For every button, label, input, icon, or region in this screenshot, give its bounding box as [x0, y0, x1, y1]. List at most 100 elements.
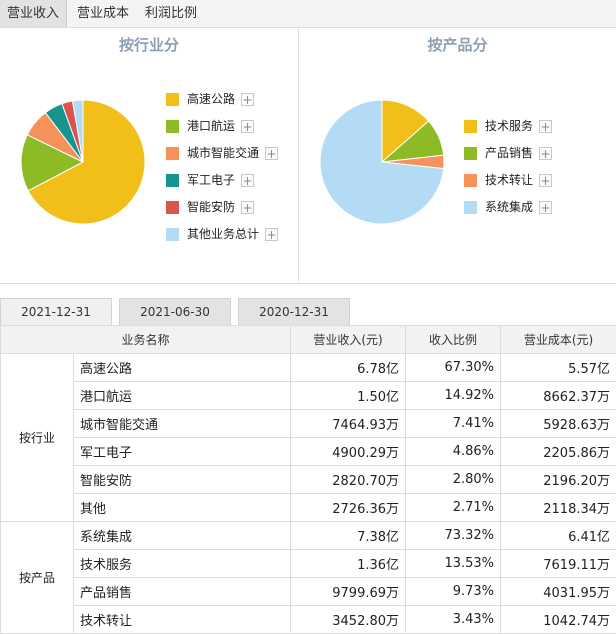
expand-plus-icon[interactable]: +: [241, 174, 254, 187]
row-cost: 7619.11万: [501, 550, 616, 578]
row-cost: 1042.74万: [501, 606, 616, 634]
table-row: 按行业 高速公路 6.78亿 67.30% 5.57亿: [1, 354, 616, 382]
legend-swatch: [166, 174, 179, 187]
table-row: 智能安防 2820.70万 2.80% 2196.20万: [1, 466, 616, 494]
row-revenue: 1.36亿: [291, 550, 406, 578]
date-tab-2020-12-31[interactable]: 2020-12-31: [238, 298, 350, 325]
row-revenue: 6.78亿: [291, 354, 406, 382]
row-revenue: 4900.29万: [291, 438, 406, 466]
row-name: 技术转让: [74, 606, 291, 634]
table-row: 军工电子 4900.29万 4.86% 2205.86万: [1, 438, 616, 466]
industry-chart-title: 按行业分: [0, 34, 298, 55]
row-ratio: 3.43%: [406, 606, 501, 634]
row-name: 产品销售: [74, 578, 291, 606]
row-cost: 5928.63万: [501, 410, 616, 438]
row-ratio: 73.32%: [406, 522, 501, 550]
expand-plus-icon[interactable]: +: [241, 120, 254, 133]
revenue-breakdown-table: 业务名称 营业收入(元) 收入比例 营业成本(元) 按行业 高速公路 6.78亿…: [0, 325, 616, 634]
row-name: 其他: [74, 494, 291, 522]
row-name: 城市智能交通: [74, 410, 291, 438]
expand-plus-icon[interactable]: +: [539, 201, 552, 214]
legend-swatch: [166, 228, 179, 241]
legend-label: 技术服务: [485, 119, 533, 133]
top-tab-bar: 营业收入 营业成本 利润比例: [0, 0, 616, 28]
table-header-row: 业务名称 营业收入(元) 收入比例 营业成本(元): [1, 326, 616, 354]
table-row: 技术服务 1.36亿 13.53% 7619.11万: [1, 550, 616, 578]
date-tab-2021-06-30[interactable]: 2021-06-30: [119, 298, 231, 325]
industry-pie-chart: [20, 100, 148, 224]
legend-item-port-shipping: 港口航运 +: [166, 118, 254, 134]
row-ratio: 2.71%: [406, 494, 501, 522]
legend-label: 港口航运: [187, 119, 235, 133]
row-name: 高速公路: [74, 354, 291, 382]
row-ratio: 7.41%: [406, 410, 501, 438]
expand-plus-icon[interactable]: +: [539, 174, 552, 187]
legend-item-system-integration: 系统集成 +: [464, 199, 552, 215]
row-name: 智能安防: [74, 466, 291, 494]
row-cost: 2118.34万: [501, 494, 616, 522]
row-revenue: 2726.36万: [291, 494, 406, 522]
row-name: 技术服务: [74, 550, 291, 578]
row-name: 军工电子: [74, 438, 291, 466]
legend-swatch: [166, 93, 179, 106]
row-ratio: 13.53%: [406, 550, 501, 578]
legend-item-tech-service: 技术服务 +: [464, 118, 552, 134]
legend-item-other-total: 其他业务总计 +: [166, 226, 278, 242]
legend-item-smart-traffic: 城市智能交通 +: [166, 145, 278, 161]
row-name: 系统集成: [74, 522, 291, 550]
legend-swatch: [464, 201, 477, 214]
header-revenue: 营业收入(元): [291, 326, 406, 354]
header-business-name: 业务名称: [1, 326, 291, 354]
group-label-product: 按产品: [1, 522, 74, 634]
product-chart-panel: 按产品分 技术服务+ 产品销售+ 技术转让+ 系统集成+: [299, 28, 616, 282]
legend-swatch: [464, 120, 477, 133]
row-cost: 2196.20万: [501, 466, 616, 494]
legend-label: 技术转让: [485, 173, 533, 187]
legend-item-tech-transfer: 技术转让 +: [464, 172, 552, 188]
legend-item-highway: 高速公路 +: [166, 91, 254, 107]
legend-swatch: [464, 147, 477, 160]
industry-chart-panel: 按行业分 高速公路 + 港口航运 + 城市智能交通 + 军工电子 + 智能安防 + 其他业…: [0, 28, 299, 282]
legend-item-smart-security: 智能安防 +: [166, 199, 254, 215]
expand-plus-icon[interactable]: +: [241, 201, 254, 214]
expand-plus-icon[interactable]: +: [265, 228, 278, 241]
expand-plus-icon[interactable]: +: [539, 147, 552, 160]
row-revenue: 2820.70万: [291, 466, 406, 494]
tab-revenue[interactable]: 营业收入: [0, 0, 67, 27]
panel-divider: [0, 283, 616, 284]
expand-plus-icon[interactable]: +: [241, 93, 254, 106]
legend-item-product-sales: 产品销售 +: [464, 145, 552, 161]
table-row: 其他 2726.36万 2.71% 2118.34万: [1, 494, 616, 522]
table-row: 技术转让 3452.80万 3.43% 1042.74万: [1, 606, 616, 634]
table-row: 产品销售 9799.69万 9.73% 4031.95万: [1, 578, 616, 606]
legend-label: 系统集成: [485, 200, 533, 214]
table-row: 按产品 系统集成 7.38亿 73.32% 6.41亿: [1, 522, 616, 550]
row-revenue: 1.50亿: [291, 382, 406, 410]
legend-label: 其他业务总计: [187, 227, 259, 241]
header-cost: 营业成本(元): [501, 326, 616, 354]
legend-label: 智能安防: [187, 200, 235, 214]
row-revenue: 9799.69万: [291, 578, 406, 606]
legend-swatch: [166, 120, 179, 133]
legend-item-military-electronics: 军工电子 +: [166, 172, 254, 188]
legend-label: 城市智能交通: [187, 146, 259, 160]
tab-cost[interactable]: 营业成本: [77, 0, 129, 27]
group-label-industry: 按行业: [1, 354, 74, 522]
legend-label: 军工电子: [187, 173, 235, 187]
expand-plus-icon[interactable]: +: [539, 120, 552, 133]
row-ratio: 2.80%: [406, 466, 501, 494]
legend-label: 产品销售: [485, 146, 533, 160]
date-tab-2021-12-31[interactable]: 2021-12-31: [0, 298, 112, 325]
row-cost: 5.57亿: [501, 354, 616, 382]
row-cost: 4031.95万: [501, 578, 616, 606]
row-cost: 6.41亿: [501, 522, 616, 550]
row-ratio: 9.73%: [406, 578, 501, 606]
row-name: 港口航运: [74, 382, 291, 410]
legend-label: 高速公路: [187, 92, 235, 106]
table-row: 城市智能交通 7464.93万 7.41% 5928.63万: [1, 410, 616, 438]
expand-plus-icon[interactable]: +: [265, 147, 278, 160]
legend-swatch: [166, 147, 179, 160]
tab-profit-ratio[interactable]: 利润比例: [145, 0, 197, 27]
row-revenue: 7464.93万: [291, 410, 406, 438]
row-revenue: 3452.80万: [291, 606, 406, 634]
